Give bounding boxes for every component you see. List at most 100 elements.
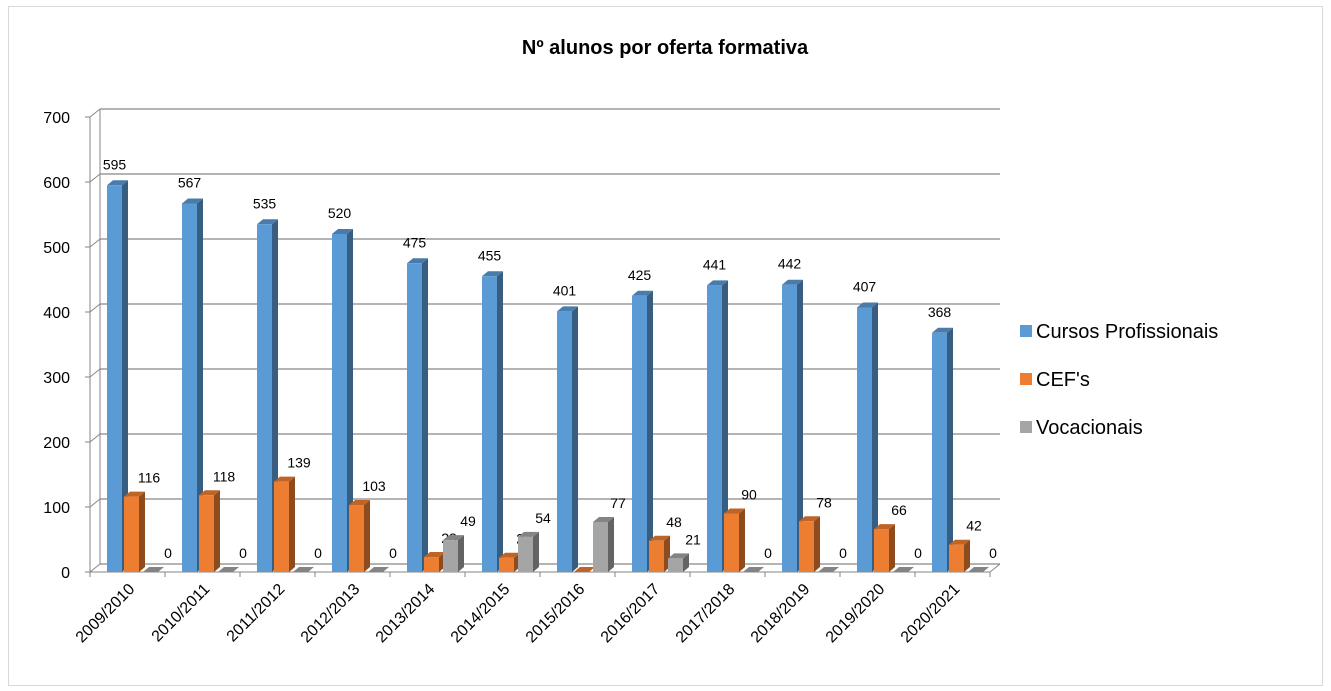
data-label: 49 <box>460 513 476 529</box>
bar-top <box>518 531 539 537</box>
y-tick-label: 0 <box>61 565 70 582</box>
bar <box>649 540 664 572</box>
data-label: 0 <box>314 545 322 561</box>
bar <box>274 481 289 572</box>
bar <box>124 496 139 572</box>
bar-side <box>814 516 820 572</box>
bar-top <box>124 491 145 497</box>
bar-top <box>293 567 314 572</box>
bar-side <box>872 302 878 572</box>
chart-title: Nº alunos por oferta formativa <box>522 37 809 59</box>
grid-side <box>89 238 101 248</box>
bar-top <box>143 567 164 572</box>
data-label: 78 <box>816 494 832 510</box>
data-label: 42 <box>966 518 982 534</box>
bar-side <box>722 280 728 572</box>
data-label: 103 <box>362 478 386 494</box>
data-label: 0 <box>839 545 847 561</box>
data-label: 441 <box>703 256 727 272</box>
grid-side <box>89 303 101 313</box>
data-label: 407 <box>853 278 877 294</box>
bar-top <box>707 280 728 286</box>
y-tick-label: 400 <box>43 305 70 322</box>
legend-label: Cursos Profissionais <box>1036 321 1218 343</box>
data-label: 139 <box>287 455 311 471</box>
bar <box>557 311 572 572</box>
bar-side <box>739 508 745 572</box>
data-label: 535 <box>253 195 277 211</box>
bar-top <box>857 302 878 308</box>
bar <box>857 307 872 572</box>
bar <box>949 544 964 572</box>
bar-top <box>424 552 445 558</box>
bar <box>443 540 458 572</box>
data-label: 90 <box>741 487 757 503</box>
bar <box>707 285 722 572</box>
data-label: 77 <box>610 495 626 511</box>
bar-side <box>683 553 689 572</box>
bar-side <box>139 491 145 572</box>
data-label: 0 <box>239 545 247 561</box>
y-tick-label: 300 <box>43 370 70 387</box>
bar <box>407 263 422 572</box>
bar-side <box>608 516 614 572</box>
bar <box>724 513 739 572</box>
bar <box>593 521 608 572</box>
bar <box>782 284 797 572</box>
data-label: 48 <box>666 514 682 530</box>
bar-top <box>274 476 295 482</box>
data-label: 475 <box>403 234 427 250</box>
bar-top <box>407 258 428 264</box>
bar-side <box>533 531 539 572</box>
bar-top <box>368 567 389 572</box>
bar-side <box>964 539 970 572</box>
bar-top <box>199 490 220 496</box>
bar-top <box>968 567 989 572</box>
data-label: 567 <box>178 174 202 190</box>
bar-top <box>574 567 595 572</box>
bar-side <box>889 524 895 572</box>
data-label: 0 <box>764 545 772 561</box>
bar-top <box>649 535 670 541</box>
bar <box>424 557 439 572</box>
bar-side <box>214 490 220 572</box>
bar-top <box>818 567 839 572</box>
data-label: 54 <box>535 510 551 526</box>
bar-side <box>289 476 295 572</box>
bar-top <box>743 567 764 572</box>
bar-side <box>364 500 370 572</box>
data-label: 118 <box>213 468 236 484</box>
bar-top <box>332 229 353 234</box>
bar <box>482 276 497 572</box>
legend-swatch <box>1020 421 1032 433</box>
bar-top <box>349 500 370 506</box>
data-label: 425 <box>628 267 652 283</box>
bar-top <box>893 567 914 572</box>
legend-label: CEF's <box>1036 369 1090 391</box>
grid-side <box>89 433 101 443</box>
grid-side <box>89 498 101 508</box>
bar-side <box>122 180 128 572</box>
data-label: 0 <box>914 545 922 561</box>
bar <box>799 521 814 572</box>
bar-side <box>347 229 353 572</box>
y-tick-label: 500 <box>43 240 70 257</box>
bar-top <box>182 198 203 204</box>
data-label: 455 <box>478 247 502 263</box>
data-label: 0 <box>164 545 172 561</box>
bar-top <box>593 516 614 522</box>
data-label: 401 <box>553 282 577 298</box>
y-tick-label: 600 <box>43 175 70 192</box>
bar <box>518 536 533 572</box>
legend-swatch <box>1020 373 1032 385</box>
bar-side <box>422 258 428 572</box>
bar <box>499 557 514 572</box>
bar <box>199 495 214 572</box>
bar-top <box>107 180 128 186</box>
legend-label: Vocacionais <box>1036 417 1143 439</box>
bar <box>874 529 889 572</box>
grid-side <box>89 368 101 378</box>
bar-side <box>572 306 578 572</box>
bar-top <box>668 553 689 559</box>
